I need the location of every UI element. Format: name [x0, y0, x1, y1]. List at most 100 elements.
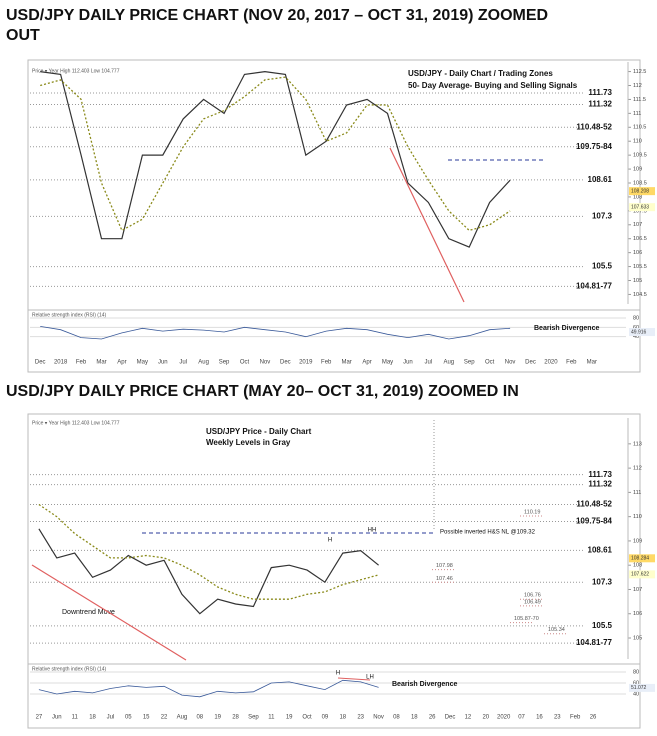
price-line [38, 528, 379, 615]
minor-level-label: 105.34 [548, 627, 565, 633]
y-tick-label: 111 [633, 490, 641, 496]
x-tick-label: Apr [117, 360, 126, 366]
level-label: 110.48-52 [576, 122, 612, 131]
x-tick-label: Aug [443, 360, 454, 366]
level-label: 109.75-84 [576, 142, 613, 151]
y-tick-label: 105 [633, 278, 642, 284]
x-tick-label: 18 [89, 715, 96, 721]
chart-frame [27, 413, 641, 729]
level-label: 109.75-84 [576, 517, 613, 526]
price-tag-label: 108.284 [631, 556, 649, 562]
level-label: 108.61 [588, 175, 613, 184]
y-tick-label: 106 [633, 250, 642, 256]
x-tick-label: Nov [505, 360, 516, 366]
y-tick-label: 110.5 [633, 125, 646, 131]
level-label: 107.3 [592, 577, 613, 586]
x-tick-label: Sep [219, 360, 230, 366]
y-tick-label: 109 [633, 167, 642, 173]
price-tag-label: 107.622 [631, 572, 649, 578]
x-tick-label: Feb [566, 360, 577, 366]
rsi-tag-label: 49.916 [631, 329, 647, 335]
x-tick-label: 08 [196, 715, 203, 721]
x-tick-label: 18 [411, 715, 418, 721]
annotation: USD/JPY Price - Daily Chart [206, 427, 312, 436]
rsi-tag [629, 683, 655, 692]
annotation: Possible inverted H&S NL @109.32 [440, 530, 536, 536]
x-tick-label: Jun [158, 360, 168, 366]
x-tick-label: Feb [76, 360, 87, 366]
x-tick-label: 11 [268, 715, 275, 721]
x-tick-label: 20 [482, 715, 489, 721]
annotation: LH [366, 675, 374, 681]
x-tick-label: Apr [362, 360, 371, 366]
level-label-bg [584, 576, 626, 589]
x-tick-label: 19 [286, 715, 293, 721]
minor-level-label: 107.98 [436, 563, 453, 569]
rsi-tag-label: 51.072 [631, 685, 647, 691]
chart-title: USD/JPY DAILY PRICE CHART (MAY 20– OCT 3… [6, 383, 519, 400]
x-tick-label: May [137, 360, 148, 366]
divergence-line [337, 677, 371, 681]
x-tick-label: 27 [36, 715, 43, 721]
x-tick-label: 08 [393, 715, 400, 721]
chart-title: USD/JPY DAILY PRICE CHART (NOV 20, 2017 … [6, 7, 548, 44]
y-tick-label: 112 [633, 83, 642, 89]
rsi-label: Relative strength index (RSI) (14) [32, 666, 107, 672]
rsi-tick-label: 40 [633, 691, 639, 697]
x-tick-label: Mar [96, 360, 106, 366]
x-tick-label: 16 [536, 715, 543, 721]
y-tick-label: 105 [633, 635, 642, 641]
level-label-bg [584, 173, 626, 186]
x-tick-label: Feb [321, 360, 332, 366]
level-label-bg [584, 515, 626, 528]
rsi-tick-label: 80 [633, 669, 639, 675]
x-tick-label: 23 [554, 715, 561, 721]
annotation: USD/JPY - Daily Chart / Trading Zones [408, 69, 553, 78]
annotation: Downtrend Move [62, 609, 115, 616]
x-tick-label: May [382, 360, 393, 366]
y-tick-label: 105.5 [633, 264, 647, 270]
level-label: 107.3 [592, 212, 613, 221]
price-tag [629, 203, 655, 212]
x-tick-label: 12 [465, 715, 472, 721]
y-tick-label: 109.5 [633, 153, 647, 159]
level-label-bg [584, 98, 626, 111]
rsi-label: Relative strength index (RSI) (14) [32, 312, 107, 318]
x-tick-label: 26 [429, 715, 436, 721]
level-label-bg [584, 210, 626, 223]
y-tick-label: 112.5 [633, 69, 646, 75]
y-tick-label: 112 [633, 466, 642, 472]
y-tick-label: 108 [633, 194, 642, 200]
minor-level-label: 106.76 [524, 593, 541, 599]
level-label-bg [584, 637, 626, 650]
y-tick-label: 107 [633, 587, 642, 593]
x-tick-label: Mar [341, 360, 351, 366]
x-tick-label: Jun [403, 360, 413, 366]
level-label-bg [584, 544, 626, 557]
y-tick-label: 107 [633, 222, 642, 228]
annotation: H [336, 671, 340, 677]
level-label-bg [584, 468, 626, 481]
x-tick-label: 19 [214, 715, 221, 721]
rsi-line [38, 679, 379, 698]
level-label: 111.73 [588, 470, 612, 479]
y-tick-label: 110 [633, 514, 642, 520]
annotation: HH [368, 528, 377, 534]
moving-average-line [40, 76, 511, 232]
chart-info: Price ▾ Year High 112.403 Low 104.777 [32, 68, 120, 74]
rsi-line [40, 326, 511, 340]
y-tick-label: 104.5 [633, 292, 647, 298]
level-label-bg [584, 87, 626, 100]
x-tick-label: 05 [125, 715, 132, 721]
x-tick-label: 26 [590, 715, 597, 721]
price-tag-label: 108.208 [631, 188, 649, 194]
price-tag [629, 570, 655, 579]
y-tick-label: 106.5 [633, 236, 647, 242]
y-tick-label: 109 [633, 538, 642, 544]
x-tick-label: Jul [425, 360, 433, 366]
level-label: 105.5 [592, 621, 613, 630]
level-label: 104.81-77 [576, 281, 613, 290]
x-tick-label: 2020 [497, 715, 511, 721]
